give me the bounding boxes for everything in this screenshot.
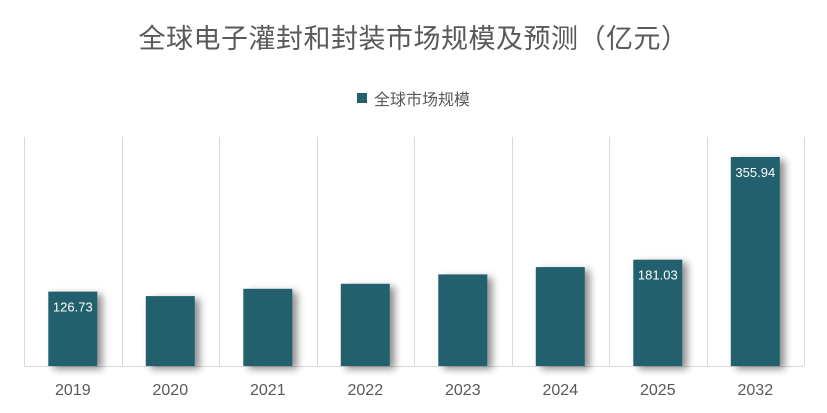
bar-2022 [340,283,390,366]
x-tick-label-2021: 2021 [250,382,286,399]
legend-swatch [356,93,367,103]
bar-2024 [535,267,585,366]
bar-2021 [243,288,293,366]
x-tick-label-2022: 2022 [348,382,384,399]
data-label-2032: 355.94 [735,165,775,180]
data-label-2019: 126.73 [53,300,93,315]
bar-2023 [438,274,488,366]
bar-2032 [730,157,780,366]
x-tick-label-2023: 2023 [445,382,481,399]
bar-2025 [633,259,683,366]
bar-2020 [145,296,195,366]
x-tick-label-2020: 2020 [153,382,189,399]
data-label-2025: 181.03 [638,268,678,283]
x-tick-label-2032: 2032 [738,382,774,399]
x-tick-label-2024: 2024 [543,382,579,399]
legend: 全球市场规模 [0,86,827,110]
bar-2019 [48,291,98,366]
x-tick-label-2019: 2019 [55,382,91,399]
x-tick-label-2025: 2025 [640,382,676,399]
legend-label: 全球市场规模 [373,90,470,109]
chart-title: 全球电子灌封和封装市场规模及预测（亿元） [138,24,689,55]
